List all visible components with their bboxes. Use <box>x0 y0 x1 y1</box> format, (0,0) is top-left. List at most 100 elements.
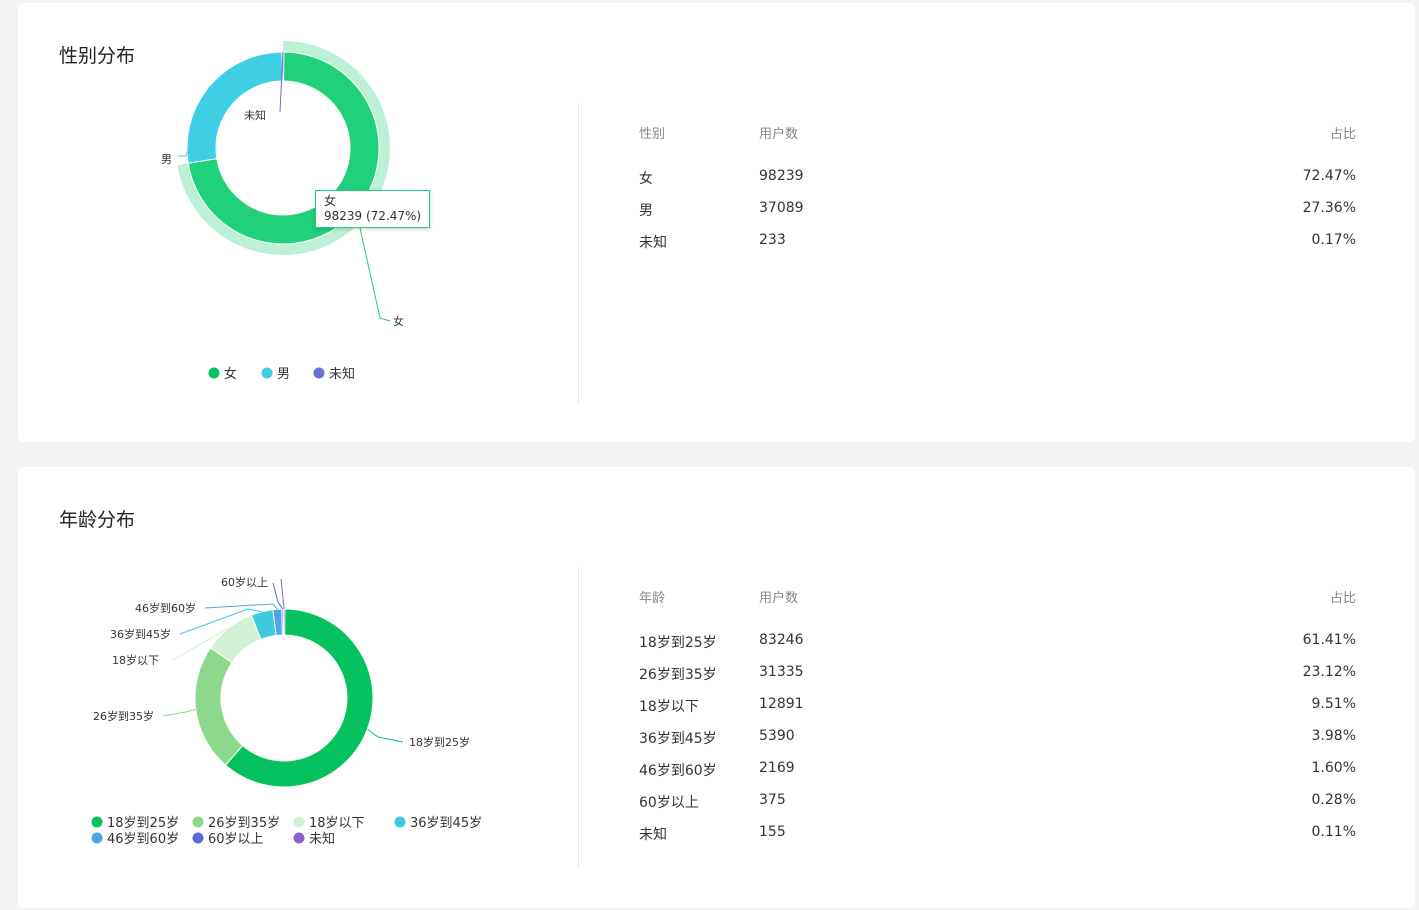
label-line <box>367 728 404 743</box>
row-label: 60岁以上 <box>639 795 699 811</box>
label-line <box>204 603 278 610</box>
row-pct: 27.36% <box>1302 200 1356 216</box>
legend-label: 未知 <box>329 366 355 382</box>
row-pct: 0.28% <box>1311 792 1356 808</box>
chart-tooltip: 女 98239 (72.47%) <box>315 190 431 228</box>
row-label: 未知 <box>639 827 667 843</box>
legend-label: 18岁以下 <box>309 816 365 831</box>
header-gender: 性别 <box>639 127 666 142</box>
table-row: 未知 233 0.17% <box>639 232 1356 264</box>
row-pct: 61.41% <box>1302 632 1356 648</box>
legend-marker <box>261 367 273 379</box>
label-line <box>162 708 196 717</box>
slice-label: 女 <box>393 314 404 328</box>
header-ratio: 占比 <box>1329 127 1356 142</box>
label-line <box>179 608 263 635</box>
legend-label: 26岁到35岁 <box>208 816 280 831</box>
legend-label: 未知 <box>309 831 335 847</box>
donut-slice-0 <box>224 608 374 788</box>
row-count: 5390 <box>759 728 795 744</box>
tooltip-name: 女 <box>324 194 337 208</box>
slice-label: 60岁以上 <box>221 575 268 589</box>
legend-label: 女 <box>224 366 237 382</box>
row-pct: 0.11% <box>1311 824 1356 840</box>
table-row: 18岁以下 12891 9.51% <box>639 696 1356 728</box>
row-pct: 1.60% <box>1311 760 1356 776</box>
header-users: 用户数 <box>759 591 799 606</box>
age-table: 年龄 用户数 占比 18岁到25岁 83246 61.41% 26岁到35岁 3… <box>639 587 1356 856</box>
age-title: 年龄分布 <box>59 509 136 531</box>
divider <box>578 567 579 867</box>
row-pct: 72.47% <box>1302 168 1356 184</box>
row-count: 31335 <box>759 664 804 680</box>
label-line <box>355 210 391 322</box>
row-count: 233 <box>759 232 786 248</box>
age-donut-chart: 18岁到25岁 26岁到35岁 18岁以下 36岁到45岁 46岁到60岁 60岁以上 18… <box>91 575 482 847</box>
gender-title: 性别分布 <box>59 45 136 67</box>
donut-slice-1 <box>186 51 283 164</box>
row-label: 未知 <box>639 235 667 251</box>
donut-slice-6 <box>282 608 286 636</box>
legend-label: 36岁到45岁 <box>410 816 482 831</box>
row-label: 男 <box>639 203 653 219</box>
row-count: 375 <box>759 792 786 808</box>
header-age: 年龄 <box>639 591 666 606</box>
row-label: 46岁到60岁 <box>639 763 717 779</box>
row-count: 2169 <box>759 760 795 776</box>
slice-label: 18岁到25岁 <box>409 735 470 749</box>
legend-label: 18岁到25岁 <box>107 816 179 831</box>
legend-label: 60岁以上 <box>208 832 264 847</box>
legend-marker <box>91 832 103 844</box>
label-line <box>279 51 284 113</box>
header-users: 用户数 <box>759 127 799 142</box>
row-count: 98239 <box>759 168 804 184</box>
header-ratio: 占比 <box>1329 591 1356 606</box>
row-pct: 9.51% <box>1311 696 1356 712</box>
tooltip-value: 98239 (72.47%) <box>324 209 422 223</box>
divider <box>578 103 579 403</box>
row-pct: 23.12% <box>1302 664 1356 680</box>
label-line <box>272 582 284 610</box>
legend-marker <box>192 832 204 844</box>
slice-label: 未知 <box>244 108 266 122</box>
label-line <box>280 578 285 610</box>
table-row: 未知 155 0.11% <box>639 824 1356 856</box>
slice-label: 18岁以下 <box>112 653 159 667</box>
label-line <box>178 85 211 157</box>
legend-marker <box>313 367 325 379</box>
slice-label: 26岁到35岁 <box>93 709 154 723</box>
table-header: 年龄 用户数 占比 <box>639 587 1356 632</box>
table-row: 18岁到25岁 83246 61.41% <box>639 632 1356 664</box>
row-pct: 3.98% <box>1311 728 1356 744</box>
row-label: 26岁到35岁 <box>639 667 717 683</box>
row-count: 155 <box>759 824 786 840</box>
table-row: 26岁到35岁 31335 23.12% <box>639 664 1356 696</box>
label-line <box>172 628 229 661</box>
legend-marker <box>192 816 204 828</box>
table-row: 男 37089 27.36% <box>639 200 1356 232</box>
row-label: 36岁到45岁 <box>639 731 717 747</box>
gender-card: 性别分布 女男未知女男未知 女 98239 (72.47%) 性别 用户数 占比… <box>18 3 1415 442</box>
legend-marker <box>91 816 103 828</box>
row-count: 12891 <box>759 696 804 712</box>
legend-marker <box>293 832 305 844</box>
table-row: 60岁以上 375 0.28% <box>639 792 1356 824</box>
legend-marker <box>293 816 305 828</box>
legend-marker <box>394 816 406 828</box>
slice-label: 36岁到45岁 <box>110 627 171 641</box>
legend-label: 男 <box>277 367 290 382</box>
table-row: 46岁到60岁 2169 1.60% <box>639 760 1356 792</box>
age-card: 年龄分布 18岁到25岁 26岁到35岁 18岁以下 36岁到45岁 46岁到60岁 60… <box>18 467 1415 908</box>
gender-table: 性别 用户数 占比 女 98239 72.47% 男 37089 27.36% … <box>639 123 1356 264</box>
row-count: 37089 <box>759 200 804 216</box>
table-row: 36岁到45岁 5390 3.98% <box>639 728 1356 760</box>
row-pct: 0.17% <box>1311 232 1356 248</box>
slice-label: 46岁到60岁 <box>135 601 196 615</box>
table-header: 性别 用户数 占比 <box>639 123 1356 168</box>
legend-marker <box>208 367 220 379</box>
row-count: 83246 <box>759 632 804 648</box>
donut-slice-1 <box>194 647 244 766</box>
row-label: 女 <box>639 171 653 187</box>
table-row: 女 98239 72.47% <box>639 168 1356 200</box>
gender-donut-chart: 女男未知女男未知 <box>161 41 404 382</box>
